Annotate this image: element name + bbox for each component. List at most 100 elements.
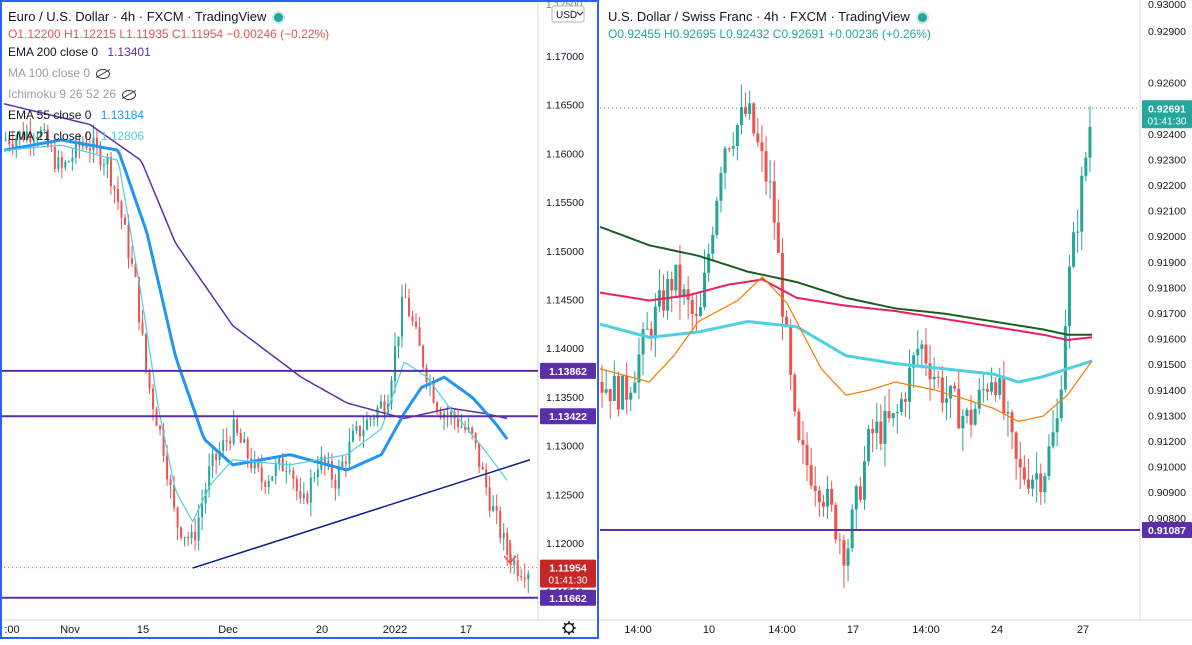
price-tick-label: 0.92200 <box>1148 180 1186 192</box>
candle <box>148 369 151 389</box>
candle <box>11 144 14 147</box>
indicator-row[interactable]: MA 100 close 0 <box>8 66 111 80</box>
current-price-text: 0.92691 <box>1148 103 1186 115</box>
time-tick-label: Dec <box>218 624 238 636</box>
candle <box>134 263 137 277</box>
price-tick-label: 1.14500 <box>546 295 584 307</box>
eurusd-pane: 1.17000 1.16500 1.16000 1.15500 1.15000 1.145… <box>0 0 600 636</box>
candle <box>46 129 49 146</box>
ema-55-line <box>3 138 509 472</box>
candle <box>365 419 368 430</box>
candle <box>116 189 119 202</box>
gear-tooth <box>571 622 575 626</box>
candle <box>15 138 18 147</box>
price-tick-label: 1.16000 <box>546 148 584 160</box>
candle <box>899 399 903 412</box>
candle <box>173 484 176 508</box>
time-tick-label: :00 <box>4 624 19 636</box>
candle <box>166 456 169 480</box>
candle <box>1031 479 1035 489</box>
candle <box>637 354 641 383</box>
candle <box>295 478 298 492</box>
candle <box>495 506 498 511</box>
indicator-value: 1.13184 <box>97 108 145 122</box>
candle <box>109 157 112 187</box>
candle <box>401 296 404 337</box>
price-tick-label: 0.91600 <box>1148 334 1186 346</box>
candle <box>334 479 337 489</box>
candle <box>292 470 295 479</box>
candle <box>1084 157 1088 176</box>
candle <box>768 181 772 183</box>
candle <box>520 576 523 578</box>
candle <box>379 401 382 408</box>
candle <box>422 345 425 368</box>
gear-icon[interactable] <box>562 621 576 635</box>
candle <box>225 440 228 442</box>
candle <box>408 297 411 317</box>
candle <box>879 421 883 444</box>
candle <box>731 146 735 149</box>
candle <box>457 418 460 427</box>
candle <box>404 296 407 298</box>
candle <box>372 417 375 419</box>
hidden-eye-icon[interactable] <box>96 68 111 79</box>
candle <box>229 440 232 444</box>
indicator-row[interactable]: EMA 200 close 0 1.13401 <box>8 45 151 59</box>
price-tick-label: 1.15000 <box>546 246 584 258</box>
indicator-row[interactable]: Ichimoku 9 26 52 26 <box>8 87 137 101</box>
price-tick-label: 0.91900 <box>1148 257 1186 269</box>
candle <box>690 299 694 314</box>
candle <box>653 306 657 339</box>
candle <box>707 253 711 273</box>
candle <box>785 316 789 326</box>
candle <box>271 476 274 481</box>
indicator-label: MA 100 close 0 <box>8 66 91 80</box>
candle <box>57 157 60 169</box>
candle <box>67 161 70 163</box>
candle <box>106 157 109 165</box>
candle <box>1072 232 1076 267</box>
candle <box>670 279 674 291</box>
currency-selector[interactable] <box>551 5 585 23</box>
candle <box>858 486 862 500</box>
indicator-row[interactable]: EMA 21 close 0 1.12806 <box>8 129 144 143</box>
candle <box>29 131 32 143</box>
candle <box>236 419 239 433</box>
candle <box>1088 126 1092 158</box>
candle <box>369 418 372 420</box>
price-label-text: 1.13422 <box>549 411 587 423</box>
price-tick-label: 0.92100 <box>1148 206 1186 218</box>
candle <box>838 539 842 541</box>
candle <box>666 279 670 311</box>
candle <box>723 148 727 173</box>
candle <box>1076 231 1080 233</box>
candle <box>739 107 743 126</box>
candle <box>949 385 953 399</box>
candle <box>1055 418 1059 433</box>
candle <box>309 477 312 503</box>
price-tick-label: 0.92900 <box>1148 26 1186 38</box>
arrow-down-icon <box>503 540 517 565</box>
candle <box>376 407 379 418</box>
candle <box>744 107 748 114</box>
candle <box>973 408 977 425</box>
hidden-eye-icon[interactable] <box>122 89 137 100</box>
candle <box>977 389 981 409</box>
candle <box>481 466 484 470</box>
candle <box>267 480 270 487</box>
candle <box>313 477 316 479</box>
indicator-row[interactable]: EMA 55 close 0 1.13184 <box>8 108 144 122</box>
time-tick-label: 2022 <box>383 624 407 636</box>
candle <box>274 464 277 477</box>
price-tick-label: 1.12000 <box>546 538 584 550</box>
price-tick-label: 0.91200 <box>1148 436 1186 448</box>
candle <box>211 453 214 467</box>
candle <box>383 401 386 413</box>
candle <box>912 355 916 368</box>
candle <box>1010 412 1014 433</box>
candle <box>351 430 354 442</box>
price-tick-label: 1.16500 <box>546 100 584 112</box>
left-chart-title: Euro / U.S. Dollar · 4h · FXCM · Trading… <box>8 9 267 24</box>
